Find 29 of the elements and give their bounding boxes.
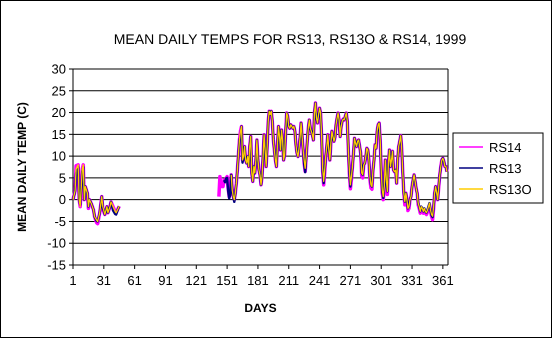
chart-title: MEAN DAILY TEMPS FOR RS13, RS13O & RS14, 1999	[114, 31, 466, 47]
x-tick-label: 31	[96, 273, 112, 288]
y-tick-label: 10	[52, 148, 66, 164]
y-tick-label: 5	[58, 170, 66, 186]
x-tick-label: 61	[127, 273, 142, 288]
legend-label: RS13	[489, 161, 522, 176]
x-tick-label: 91	[158, 273, 173, 288]
legend-label: RS14	[489, 140, 522, 155]
x-tick-label: 121	[185, 273, 208, 288]
x-tick-label: 211	[278, 273, 300, 288]
x-tick-label: 181	[247, 273, 269, 288]
y-tick-label: 20	[52, 105, 66, 120]
legend-label: RS13O	[489, 182, 532, 197]
x-tick-label: 151	[216, 273, 238, 288]
y-tick-label: -15	[47, 258, 66, 272]
y-tick-label: 30	[52, 62, 66, 76]
x-tick-label: 361	[432, 273, 454, 288]
y-tick-label: 25	[52, 83, 66, 98]
x-tick-label: 331	[401, 273, 423, 288]
y-tick-label: 15	[52, 126, 66, 142]
x-tick-label: 1	[69, 273, 77, 288]
x-axis-title: DAYS	[244, 301, 277, 315]
y-axis-title: MEAN DAILY TEMP (C)	[15, 102, 29, 232]
x-tick-label: 301	[370, 273, 392, 288]
y-tick-label: -10	[47, 236, 66, 251]
y-tick-label: 0	[58, 192, 66, 208]
x-tick-label: 241	[308, 273, 330, 288]
y-tick-label: -5	[54, 214, 66, 229]
x-tick-label: 271	[340, 273, 362, 288]
